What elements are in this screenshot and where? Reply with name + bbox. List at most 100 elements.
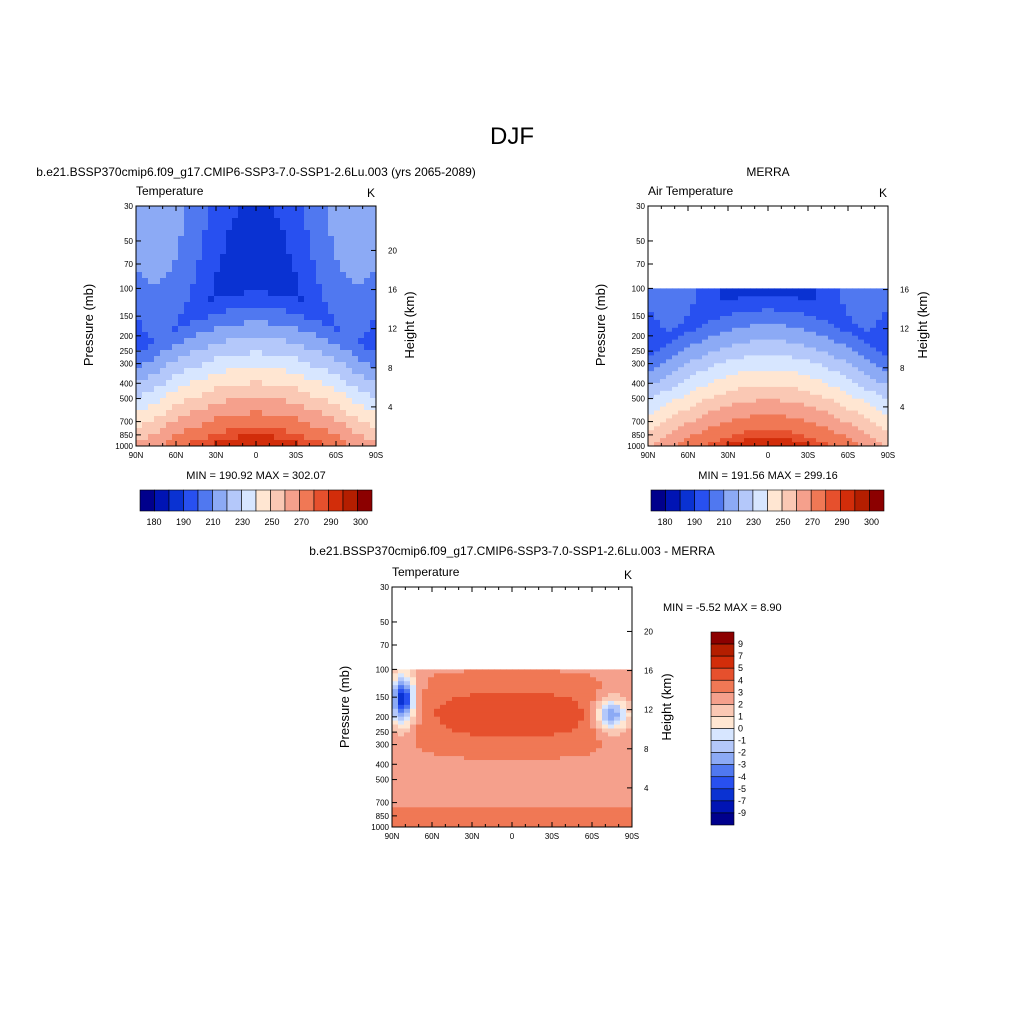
contour-cell [672, 323, 679, 329]
contour-cell [364, 308, 371, 315]
contour-cell [274, 404, 281, 411]
contour-cell [310, 230, 317, 237]
contour-cell [738, 343, 745, 348]
contour-cell [678, 402, 685, 408]
contour-cell [440, 728, 447, 733]
contour-cell [530, 716, 537, 722]
contour-cell [416, 732, 423, 737]
contour-cell [398, 795, 405, 800]
contour-cell [256, 440, 263, 447]
contour-cell [422, 704, 429, 710]
contour-cell [334, 260, 341, 267]
contour-cell [542, 763, 549, 769]
contour-cell [488, 689, 495, 694]
contour-cell [672, 304, 679, 309]
contour-cell [226, 314, 233, 321]
contour-cell [476, 740, 483, 745]
contour-cell [458, 763, 465, 769]
contour-cell [446, 819, 453, 824]
contour-cell [828, 390, 835, 396]
contour-cell [864, 343, 871, 348]
contour-field [648, 288, 889, 447]
contour-cell [184, 212, 191, 219]
contour-cell [392, 736, 399, 741]
contour-cell [310, 284, 317, 291]
contour-cell [500, 716, 507, 722]
contour-cell [506, 760, 513, 765]
contour-cell [262, 290, 269, 297]
contour-cell [858, 323, 865, 329]
contour-cell [744, 335, 751, 341]
contour-cell [470, 689, 477, 694]
contour-cell [214, 374, 221, 381]
contour-cell [852, 422, 859, 427]
contour-cell [572, 787, 579, 793]
contour-cell [804, 351, 811, 356]
contour-cell [136, 266, 143, 273]
contour-cell [696, 442, 703, 447]
contour-cell [738, 315, 745, 321]
contour-cell [840, 315, 847, 321]
contour-cell [768, 292, 775, 297]
contour-cell [810, 406, 817, 412]
contour-cell [458, 811, 465, 816]
contour-cell [136, 392, 143, 399]
contour-cell [370, 356, 377, 363]
contour-cell [708, 402, 715, 408]
contour-cell [416, 752, 423, 757]
contour-cell [184, 362, 191, 369]
contour-cell [524, 716, 531, 722]
contour-cell [310, 362, 317, 369]
contour-cell [392, 779, 399, 785]
contour-cell [852, 296, 859, 301]
contour-cell [672, 442, 679, 447]
contour-cell [738, 394, 745, 400]
contour-cell [256, 350, 263, 357]
contour-cell [274, 254, 281, 261]
contour-cell [536, 799, 543, 804]
contour-cell [882, 406, 889, 412]
contour-cell [822, 438, 829, 443]
contour-cell [202, 386, 209, 393]
contour-cell [404, 728, 411, 733]
contour-cell [882, 308, 889, 313]
contour-cell [370, 428, 377, 435]
contour-cell [214, 320, 221, 327]
contour-cell [852, 323, 859, 329]
contour-cell [762, 319, 769, 325]
contour-cell [852, 371, 859, 376]
contour-cell [142, 380, 149, 387]
contour-cell [316, 206, 323, 213]
contour-cell [756, 339, 763, 345]
contour-cell [596, 740, 603, 745]
contour-cell [708, 406, 715, 412]
contour-cell [596, 748, 603, 753]
contour-cell [744, 430, 751, 435]
contour-cell [346, 356, 353, 363]
contour-cell [328, 212, 335, 219]
contour-cell [714, 398, 721, 404]
contour-cell [398, 685, 405, 690]
contour-cell [476, 767, 483, 773]
contour-cell [530, 744, 537, 749]
contour-cell [560, 693, 567, 698]
contour-cell [488, 775, 495, 781]
contour-cell [148, 344, 155, 351]
contour-cell [524, 819, 531, 824]
contour-cell [316, 296, 323, 303]
contour-cell [536, 760, 543, 765]
contour-cell [732, 418, 739, 423]
contour-cell [840, 359, 847, 364]
contour-cell [608, 716, 615, 722]
contour-cell [316, 332, 323, 339]
contour-cell [358, 386, 365, 393]
axes: 3050701001502002503004005007008501000201… [115, 202, 397, 460]
contour-cell [452, 720, 459, 726]
colorbar-label: 300 [864, 517, 879, 527]
contour-cell [256, 398, 263, 405]
contour-cell [220, 302, 227, 309]
contour-cell [494, 681, 501, 686]
contour-cell [328, 320, 335, 327]
contour-cell [322, 254, 329, 261]
colorbar-label: 270 [805, 517, 820, 527]
